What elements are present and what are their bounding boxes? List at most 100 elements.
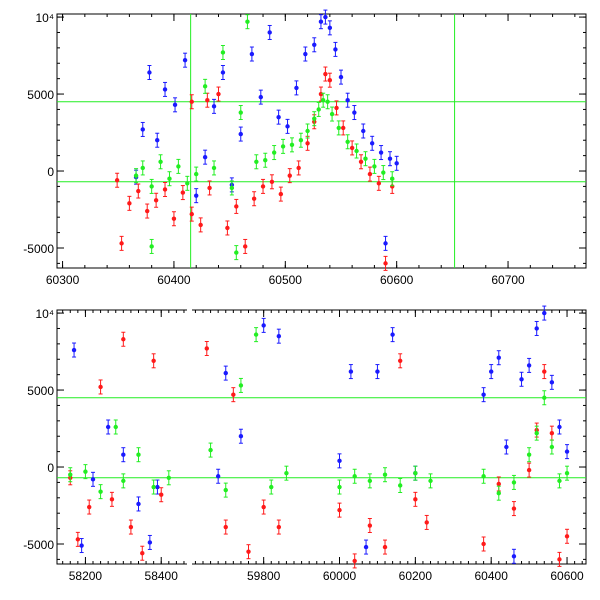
data-point bbox=[121, 337, 126, 342]
data-point bbox=[337, 507, 342, 513]
data-point bbox=[549, 444, 555, 450]
data-point bbox=[149, 244, 154, 249]
data-point bbox=[557, 478, 562, 484]
x-tick-label: 60400 bbox=[475, 569, 509, 583]
data-point bbox=[542, 395, 547, 400]
x-tick-label: 58200 bbox=[69, 569, 103, 583]
data-point bbox=[207, 185, 212, 191]
data-point bbox=[238, 383, 244, 388]
data-point bbox=[549, 380, 555, 385]
y-tick-label: -5000 bbox=[23, 242, 54, 256]
data-point bbox=[231, 392, 236, 397]
data-point bbox=[194, 171, 199, 177]
data-point bbox=[98, 489, 103, 494]
plot-frame bbox=[56, 13, 587, 269]
data-point bbox=[481, 541, 486, 547]
data-point bbox=[267, 30, 272, 35]
data-point bbox=[303, 51, 308, 57]
data-point bbox=[234, 204, 239, 209]
data-point bbox=[352, 474, 357, 479]
data-point bbox=[211, 104, 217, 109]
data-point bbox=[140, 551, 145, 556]
data-point bbox=[333, 47, 338, 52]
data-point bbox=[155, 138, 160, 143]
data-point bbox=[136, 501, 141, 507]
data-point bbox=[243, 244, 248, 249]
data-point bbox=[511, 506, 517, 511]
data-point bbox=[269, 484, 274, 490]
data-point bbox=[337, 484, 342, 490]
data-point bbox=[345, 98, 350, 103]
data-point bbox=[211, 165, 217, 171]
data-point bbox=[162, 87, 168, 92]
data-point bbox=[329, 111, 335, 117]
data-point bbox=[278, 191, 284, 197]
data-point bbox=[220, 70, 226, 75]
data-point bbox=[323, 14, 328, 20]
data-point bbox=[166, 475, 172, 480]
data-point bbox=[413, 470, 418, 476]
data-point bbox=[287, 173, 292, 178]
data-point bbox=[261, 504, 266, 510]
y-tick-label: 10⁴ bbox=[35, 307, 54, 321]
data-point bbox=[369, 141, 375, 146]
red-series bbox=[114, 66, 395, 271]
data-point bbox=[269, 179, 275, 184]
data-point bbox=[424, 520, 429, 525]
data-point bbox=[258, 94, 264, 100]
data-point bbox=[87, 504, 92, 510]
green-series bbox=[68, 327, 570, 501]
data-point bbox=[189, 211, 194, 217]
x-tick-label: 58400 bbox=[145, 569, 179, 583]
data-point bbox=[367, 478, 373, 484]
data-point bbox=[127, 201, 132, 206]
x-tick-label: 60200 bbox=[399, 569, 433, 583]
data-point bbox=[260, 184, 266, 189]
data-point bbox=[133, 173, 139, 178]
data-point bbox=[189, 99, 194, 104]
data-point bbox=[223, 524, 228, 530]
data-point bbox=[147, 540, 153, 545]
plot-frame bbox=[56, 309, 587, 565]
axis-break-top bbox=[187, 309, 192, 312]
x-tick-label: 60000 bbox=[323, 569, 357, 583]
data-point bbox=[109, 497, 115, 502]
data-point bbox=[205, 98, 210, 103]
data-point bbox=[382, 544, 388, 550]
data-point bbox=[337, 458, 342, 464]
x-tick-label: 60400 bbox=[157, 273, 191, 287]
data-point bbox=[363, 156, 368, 161]
data-point bbox=[261, 323, 266, 328]
data-point bbox=[394, 161, 399, 166]
data-point bbox=[390, 332, 395, 337]
data-point bbox=[397, 483, 403, 488]
data-point bbox=[128, 524, 134, 530]
data-point bbox=[155, 484, 160, 490]
data-point bbox=[557, 557, 562, 562]
data-point bbox=[83, 469, 88, 474]
data-point bbox=[185, 181, 190, 186]
data-point bbox=[383, 241, 388, 246]
data-point bbox=[194, 193, 199, 198]
data-point bbox=[327, 77, 333, 83]
data-point bbox=[105, 424, 111, 430]
data-point bbox=[318, 91, 324, 97]
data-point bbox=[147, 70, 152, 75]
data-point bbox=[305, 128, 310, 134]
data-point bbox=[280, 144, 286, 149]
data-point bbox=[151, 358, 156, 363]
data-point bbox=[534, 326, 539, 331]
data-point bbox=[348, 369, 354, 374]
data-point bbox=[234, 250, 239, 255]
data-point bbox=[383, 261, 388, 266]
data-point bbox=[225, 225, 230, 231]
data-point bbox=[276, 333, 282, 339]
y-tick-label: 5000 bbox=[27, 88, 54, 102]
data-point bbox=[481, 474, 486, 479]
data-point bbox=[245, 19, 250, 24]
data-point bbox=[325, 99, 330, 104]
data-point bbox=[338, 74, 344, 80]
red-series bbox=[68, 331, 570, 569]
blue-series bbox=[133, 9, 399, 251]
